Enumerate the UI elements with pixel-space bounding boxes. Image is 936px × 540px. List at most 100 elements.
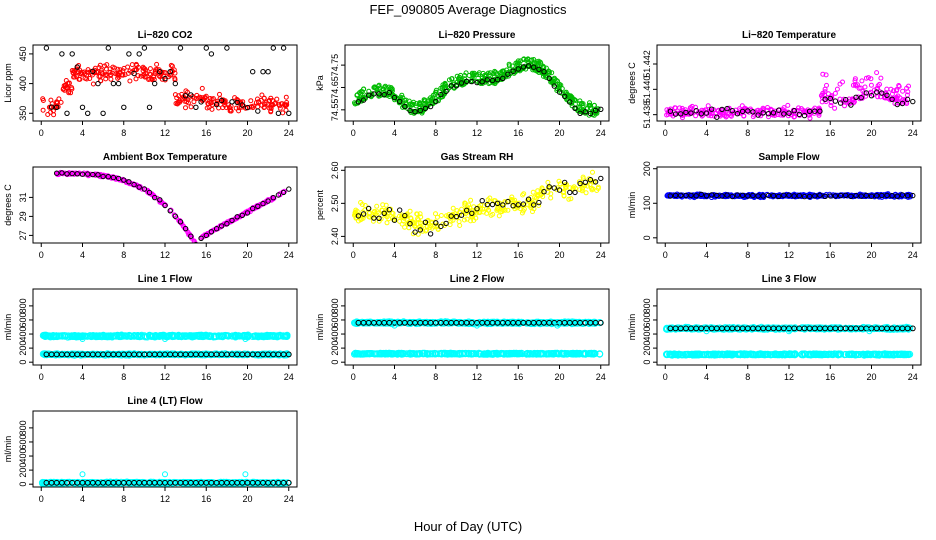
data-points	[53, 0, 292, 243]
average-point	[703, 110, 710, 116]
raw-point	[853, 83, 859, 89]
raw-point	[461, 217, 467, 223]
raw-point	[210, 350, 218, 358]
raw-point	[874, 86, 880, 92]
raw-point	[442, 83, 447, 89]
raw-point	[262, 101, 267, 107]
average-point	[500, 202, 506, 208]
raw-point	[425, 97, 431, 103]
average-point	[551, 83, 557, 89]
raw-point	[378, 319, 385, 327]
raw-point	[53, 0, 57, 2]
average-point	[250, 69, 256, 75]
raw-point	[560, 185, 566, 191]
raw-point	[497, 350, 505, 358]
average-point	[739, 108, 746, 115]
raw-point	[280, 110, 286, 116]
x-tick-label: 16	[513, 128, 523, 138]
y-tick-label: 0	[18, 360, 28, 365]
raw-point	[863, 93, 869, 99]
average-point	[100, 173, 106, 180]
average-point	[453, 83, 460, 89]
raw-point	[127, 332, 135, 340]
data-points	[663, 323, 916, 359]
average-point	[572, 189, 578, 196]
raw-point	[714, 351, 721, 359]
raw-point	[823, 72, 829, 78]
raw-point	[515, 350, 522, 358]
average-point	[255, 108, 261, 114]
raw-point	[812, 105, 818, 111]
raw-point	[489, 350, 497, 358]
x-tick-label: 20	[242, 372, 252, 382]
y-tick-label: 31	[18, 192, 28, 202]
raw-point	[726, 350, 734, 358]
raw-point	[117, 67, 123, 73]
raw-point	[563, 318, 571, 326]
average-point	[131, 70, 137, 77]
average-point	[376, 215, 382, 222]
raw-point	[458, 72, 464, 78]
average-point	[422, 219, 429, 226]
average-point	[546, 184, 552, 190]
raw-point	[269, 98, 275, 103]
y-tick-label: 27	[18, 230, 28, 240]
x-tick-label: 12	[472, 250, 482, 260]
average-point	[115, 80, 122, 87]
raw-point	[45, 112, 51, 117]
raw-point	[140, 68, 146, 74]
x-tick-label: 16	[201, 250, 211, 260]
average-point	[525, 63, 532, 69]
raw-point	[561, 349, 569, 357]
raw-point	[709, 350, 717, 358]
average-point	[822, 96, 828, 102]
raw-point	[789, 112, 795, 118]
raw-point	[283, 94, 289, 100]
raw-point	[174, 95, 180, 101]
raw-point	[147, 66, 153, 72]
raw-point	[220, 105, 226, 111]
raw-point	[663, 350, 670, 358]
x-tick-label: 20	[554, 128, 564, 138]
raw-point	[215, 332, 223, 340]
raw-point	[142, 73, 148, 79]
average-point	[904, 193, 911, 199]
y-tick-label: 400	[330, 327, 340, 342]
average-point	[464, 78, 470, 85]
average-point	[464, 207, 470, 214]
raw-point	[481, 319, 488, 327]
raw-point	[434, 214, 440, 220]
raw-point	[846, 350, 854, 358]
average-point	[801, 112, 808, 119]
average-point	[806, 108, 813, 115]
average-point	[391, 217, 398, 223]
raw-point	[149, 76, 155, 82]
raw-point	[763, 324, 771, 332]
raw-point	[481, 209, 486, 215]
average-point	[698, 111, 704, 117]
average-point	[734, 192, 741, 198]
x-tick-label: 4	[392, 128, 397, 138]
raw-point	[558, 82, 564, 88]
raw-point	[202, 332, 210, 340]
average-point	[188, 92, 194, 98]
raw-point	[703, 107, 709, 113]
raw-point	[203, 93, 209, 99]
raw-point	[154, 61, 160, 67]
raw-point	[478, 202, 484, 208]
raw-point	[199, 85, 205, 91]
average-point	[136, 51, 142, 57]
average-point	[598, 175, 604, 182]
raw-point	[536, 70, 542, 75]
average-point	[172, 80, 179, 87]
data-points	[39, 331, 292, 359]
raw-point	[454, 82, 460, 88]
raw-point	[552, 76, 558, 82]
raw-point	[398, 319, 406, 327]
raw-point	[273, 100, 278, 106]
raw-point	[55, 0, 59, 2]
raw-point	[693, 104, 698, 110]
raw-point	[232, 350, 239, 358]
raw-point	[399, 221, 405, 227]
raw-point	[86, 351, 94, 359]
